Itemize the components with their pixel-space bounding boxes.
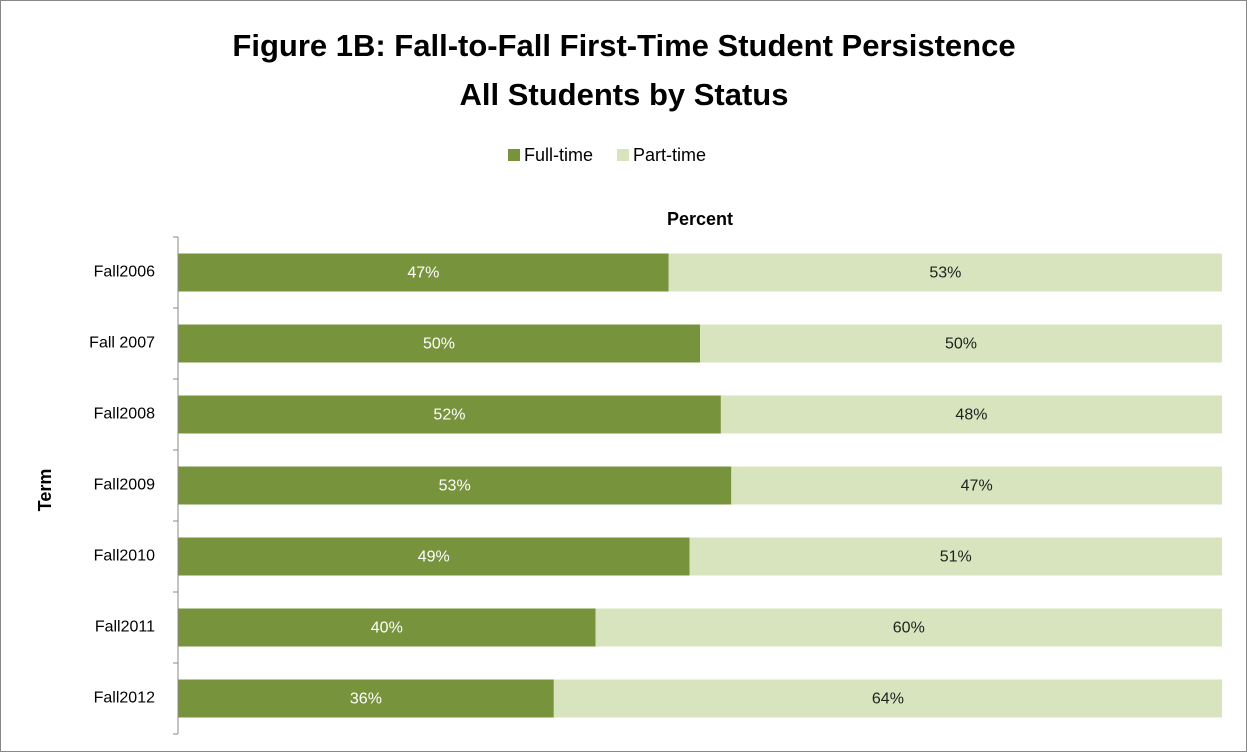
data-label: 47% [407,265,439,282]
bar-segment [595,608,1222,647]
legend-swatch [617,149,630,161]
data-label: 50% [945,336,977,353]
bar-segment [720,395,1222,434]
bar-segment [178,395,721,434]
legend-label: Part-time [633,145,706,165]
data-label: 49% [418,549,450,566]
bar-segment [178,537,690,576]
data-label: 51% [940,549,972,566]
data-label: 64% [872,691,904,708]
y-tick-label: Fall2008 [94,406,155,423]
data-label: 50% [423,336,455,353]
data-label: 40% [371,620,403,637]
bar-segment [689,537,1222,576]
bar-segment [731,466,1222,505]
bar-segment [178,679,554,718]
data-label: 48% [955,407,987,424]
x-axis-label: Percent [667,209,733,229]
y-tick-label: Fall2010 [94,548,155,565]
data-label: 60% [893,620,925,637]
data-label: 53% [439,478,471,495]
chart-title: All Students by Status [460,77,789,112]
bar-segment [178,324,700,363]
bar-segment [178,608,596,647]
data-label: 47% [961,478,993,495]
legend-swatch [508,149,520,161]
bar-segment [668,253,1222,292]
legend-label: Full-time [524,145,593,165]
bar-segment [178,466,732,505]
bar-segment [553,679,1222,718]
y-tick-label: Fall 2007 [89,335,155,352]
data-label: 52% [433,407,465,424]
y-tick-label: Fall2009 [94,477,155,494]
y-tick-label: Fall2006 [94,264,155,281]
y-tick-label: Fall2011 [95,619,155,636]
y-tick-label: Fall2012 [94,690,155,707]
chart-title: Figure 1B: Fall-to-Fall First-Time Stude… [232,28,1015,63]
bar-segment [700,324,1222,363]
data-label: 36% [350,691,382,708]
data-label: 53% [929,265,961,282]
y-axis-label: Term [35,469,55,512]
bar-segment [178,253,669,292]
